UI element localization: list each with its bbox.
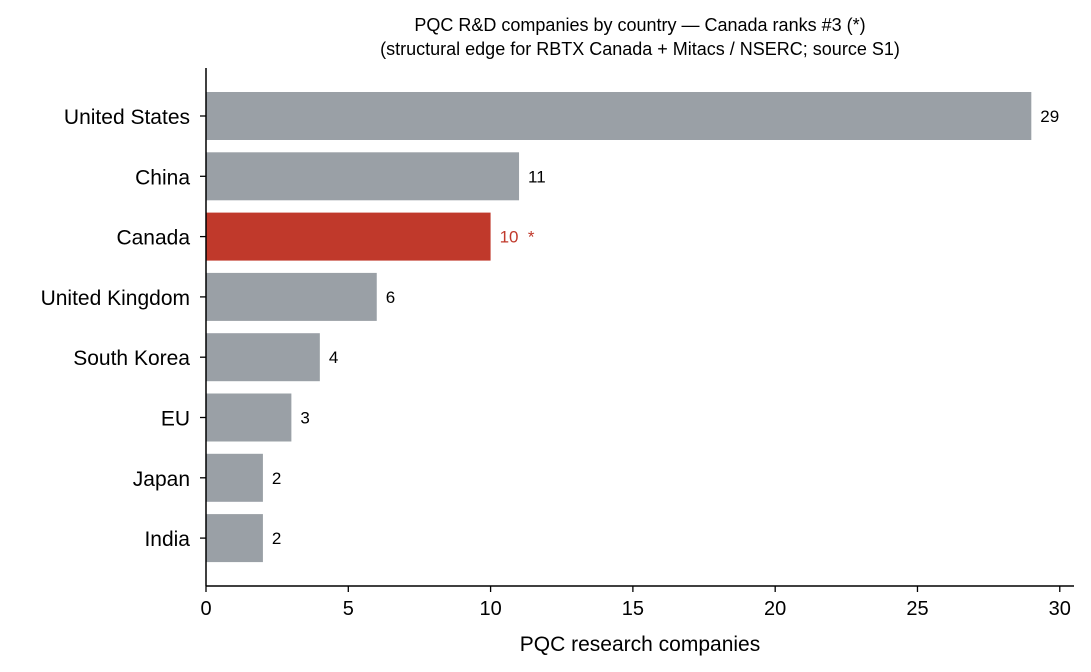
bar-japan bbox=[206, 453, 263, 502]
x-tick-label-0: 0 bbox=[200, 598, 211, 620]
chart-title: PQC R&D companies by country — Canada ra… bbox=[414, 15, 865, 35]
bar-eu bbox=[206, 393, 292, 442]
bar-south-korea bbox=[206, 333, 320, 382]
data-label-canada: 10 * bbox=[500, 228, 535, 247]
x-tick-label-25: 25 bbox=[906, 598, 928, 620]
category-labels-group: United States China Canada United Kingdom So… bbox=[41, 106, 206, 551]
data-label-eu: 3 bbox=[300, 409, 309, 428]
bar-united-states bbox=[206, 92, 1032, 140]
x-tick-label-10: 10 bbox=[479, 598, 501, 620]
bar-india bbox=[206, 514, 263, 563]
bar-china bbox=[206, 152, 520, 201]
category-label-canada: Canada bbox=[116, 227, 190, 250]
x-tick-label-20: 20 bbox=[764, 598, 786, 620]
x-axis-label: PQC research companies bbox=[520, 633, 760, 656]
bar-canada bbox=[206, 212, 491, 261]
data-label-japan: 2 bbox=[272, 469, 281, 488]
category-label-united-kingdom: United Kingdom bbox=[41, 287, 190, 310]
bars-group: 29 11 10 * 6 4 3 2 2 bbox=[206, 92, 1059, 563]
data-label-united-states: 29 bbox=[1040, 107, 1059, 126]
bar-united-kingdom bbox=[206, 272, 377, 321]
x-tick-label-5: 5 bbox=[343, 598, 354, 620]
x-tick-label-30: 30 bbox=[1049, 598, 1071, 620]
x-tick-label-15: 15 bbox=[622, 598, 644, 620]
data-label-united-kingdom: 6 bbox=[386, 288, 395, 307]
data-label-india: 2 bbox=[272, 529, 281, 548]
category-label-japan: Japan bbox=[133, 468, 190, 491]
category-label-eu: EU bbox=[161, 408, 190, 431]
data-label-south-korea: 4 bbox=[329, 348, 338, 367]
data-label-china: 11 bbox=[528, 167, 546, 186]
category-label-south-korea: South Korea bbox=[73, 347, 190, 370]
chart-subtitle: (structural edge for RBTX Canada + Mitac… bbox=[380, 39, 900, 59]
category-label-china: China bbox=[135, 166, 190, 189]
x-ticks-group: 0 5 10 15 20 25 30 bbox=[200, 586, 1071, 620]
category-label-india: India bbox=[144, 528, 190, 551]
category-label-united-states: United States bbox=[64, 106, 190, 129]
